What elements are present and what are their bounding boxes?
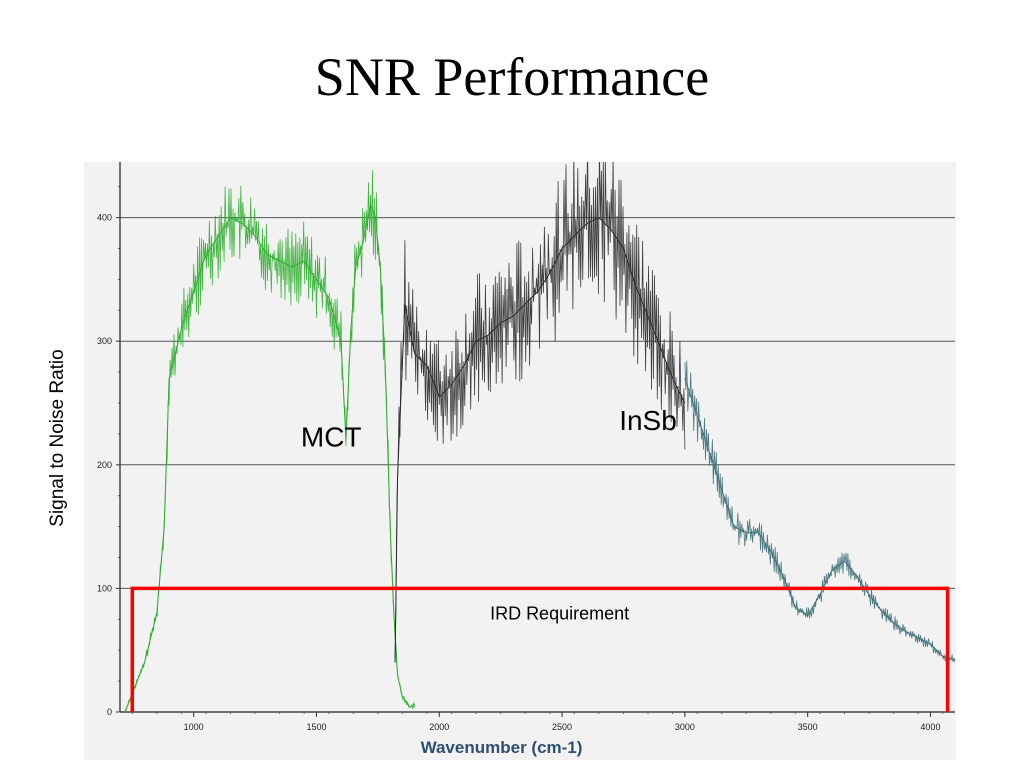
- x-tick-label: 2000: [429, 722, 449, 732]
- x-tick-label: 1000: [184, 722, 204, 732]
- y-axis-label: Signal to Noise Ratio: [47, 349, 68, 527]
- y-tick-label: 100: [97, 583, 112, 593]
- x-axis-label: Wavenumber (cm-1): [421, 738, 583, 757]
- series-noise: [394, 162, 686, 663]
- annotation-insb: InSb: [619, 405, 677, 436]
- annotation-mct: MCT: [301, 421, 362, 452]
- y-tick-label: 200: [97, 460, 112, 470]
- series-noise: [124, 170, 416, 713]
- y-tick-label: 400: [97, 213, 112, 223]
- series-noise: [684, 360, 956, 663]
- x-tick-label: 1500: [306, 722, 326, 732]
- x-tick-label: 3000: [675, 722, 695, 732]
- ird-requirement-line: [130, 586, 950, 712]
- series-1: [124, 170, 416, 713]
- y-tick-label: 300: [97, 336, 112, 346]
- annotation-ird-requirement: IRD Requirement: [490, 603, 629, 623]
- y-tick-label: 0: [107, 707, 112, 717]
- series-2: [394, 162, 686, 663]
- series-3: [684, 360, 956, 663]
- x-tick-label: 2500: [552, 722, 572, 732]
- snr-chart: 0 100 200 300 400 1000 1500 2000 2500 3000 3500 400…: [84, 162, 956, 760]
- page-title: SNR Performance: [314, 47, 710, 107]
- x-tick-label: 3500: [798, 722, 818, 732]
- x-tick-label: 4000: [920, 722, 940, 732]
- series-line: [394, 217, 686, 663]
